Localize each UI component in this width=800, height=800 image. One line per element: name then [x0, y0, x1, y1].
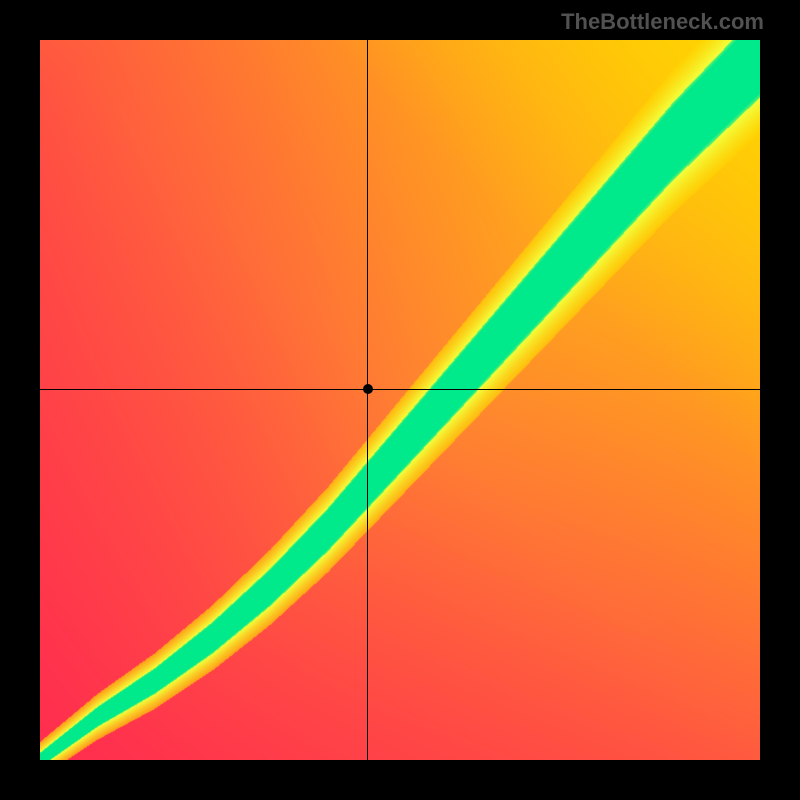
watermark-text: TheBottleneck.com	[561, 9, 764, 35]
figure-container: TheBottleneck.com	[0, 0, 800, 800]
crosshair-vertical	[367, 40, 368, 760]
crosshair-marker	[363, 384, 373, 394]
heatmap-canvas	[40, 40, 760, 760]
plot-area	[40, 40, 760, 760]
crosshair-horizontal	[40, 389, 760, 390]
